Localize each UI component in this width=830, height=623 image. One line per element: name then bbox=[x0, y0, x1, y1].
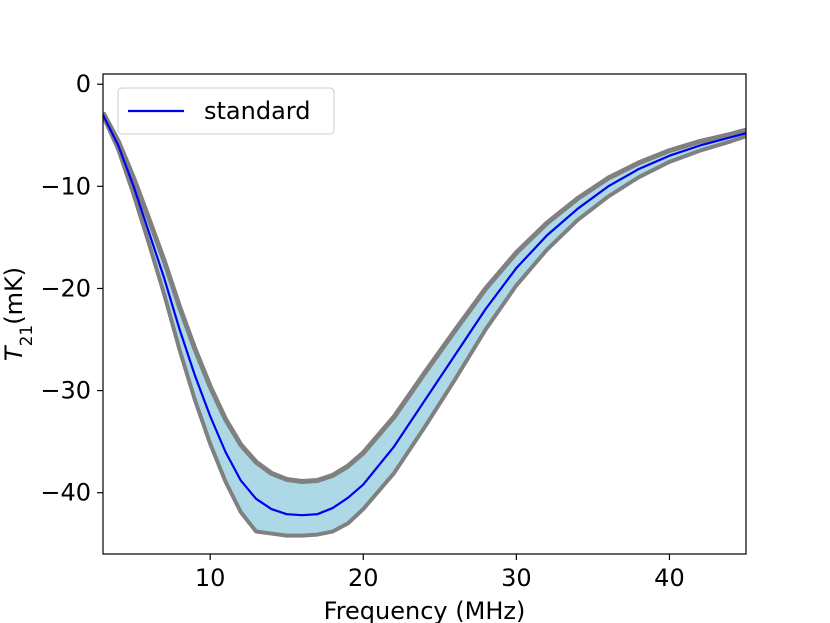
legend-label-standard: standard bbox=[204, 97, 310, 125]
band-upper-edge bbox=[103, 111, 746, 484]
y-axis-label: T21(mK) bbox=[0, 267, 37, 361]
y-axis: 0 −10 −20 −30 −40 bbox=[40, 70, 103, 507]
y-tick-label: −30 bbox=[40, 377, 91, 405]
series-line-standard bbox=[103, 114, 746, 517]
legend: standard bbox=[117, 87, 335, 135]
uncertainty-band bbox=[103, 112, 746, 536]
y-tick-label: −10 bbox=[40, 172, 91, 200]
legend-box bbox=[117, 87, 335, 135]
y-tick-label: −20 bbox=[40, 274, 91, 302]
x-tick-label: 40 bbox=[654, 564, 685, 592]
plot-area bbox=[103, 111, 746, 538]
x-axis-label: Frequency (MHz) bbox=[324, 597, 526, 623]
x-tick-label: 10 bbox=[195, 564, 226, 592]
y-tick-label: −40 bbox=[40, 479, 91, 507]
plot-frame bbox=[102, 73, 747, 555]
x-axis: 10 20 30 40 bbox=[195, 554, 685, 592]
y-tick-label: 0 bbox=[76, 70, 91, 98]
band-lower-edge bbox=[103, 115, 746, 538]
x-tick-label: 20 bbox=[348, 564, 379, 592]
x-tick-label: 30 bbox=[501, 564, 532, 592]
